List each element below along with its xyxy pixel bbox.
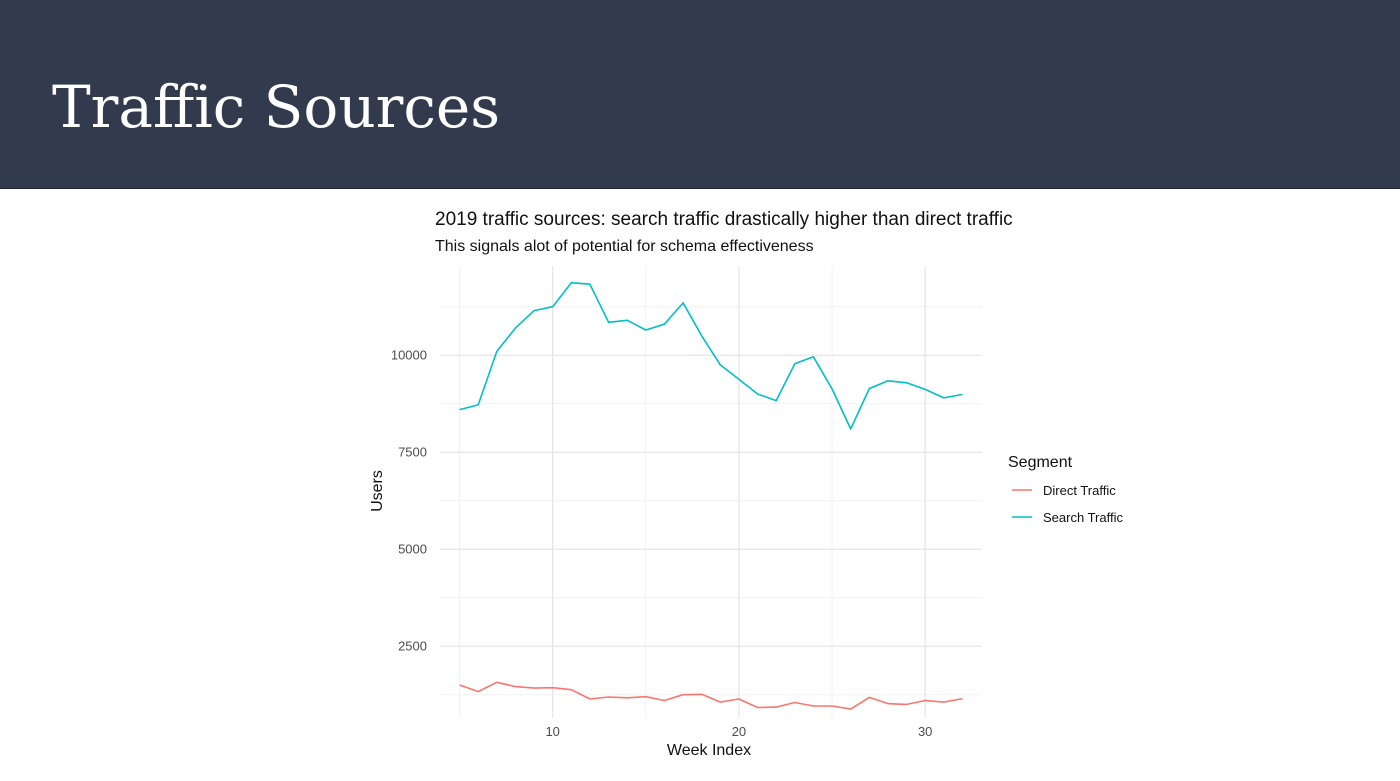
legend-label: Search Traffic bbox=[1043, 510, 1123, 525]
legend: Segment Direct Traffic Search Traffic bbox=[1008, 454, 1123, 525]
y-axis-ticks: 2500 5000 7500 10000 bbox=[391, 348, 427, 654]
x-tick-label: 30 bbox=[918, 724, 932, 739]
y-tick-label: 5000 bbox=[398, 542, 427, 557]
slide-title: Traffic Sources bbox=[52, 73, 500, 141]
x-axis-label: Week Index bbox=[667, 742, 751, 759]
x-tick-label: 20 bbox=[732, 724, 746, 739]
legend-title: Segment bbox=[1008, 454, 1073, 471]
series-lines bbox=[459, 281, 963, 710]
y-tick-label: 7500 bbox=[398, 445, 427, 460]
chart-title: 2019 traffic sources: search traffic dra… bbox=[435, 209, 1013, 230]
slide-header: Traffic Sources bbox=[0, 0, 1400, 189]
series-line-search-traffic bbox=[459, 281, 963, 430]
series-line-direct-traffic bbox=[459, 681, 963, 710]
minor-gridlines bbox=[440, 266, 982, 718]
y-tick-label: 2500 bbox=[398, 639, 427, 654]
y-tick-label: 10000 bbox=[391, 348, 427, 363]
x-tick-label: 10 bbox=[545, 724, 559, 739]
major-gridlines bbox=[440, 266, 982, 718]
y-axis-label: Users bbox=[369, 470, 386, 512]
chart-subtitle: This signals alot of potential for schem… bbox=[435, 238, 814, 255]
legend-label: Direct Traffic bbox=[1043, 483, 1116, 498]
x-axis-ticks: 10 20 30 bbox=[545, 724, 932, 739]
